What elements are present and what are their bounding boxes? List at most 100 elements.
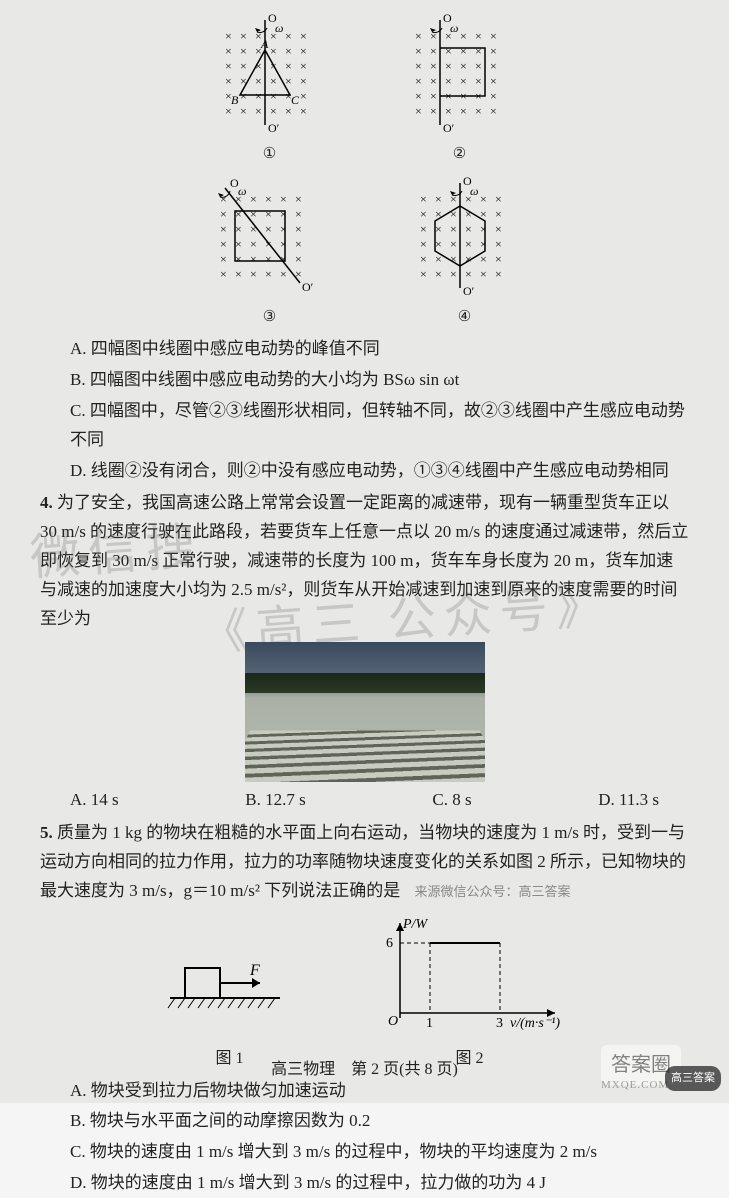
svg-text:O: O	[388, 1014, 398, 1029]
svg-text:×: ×	[255, 104, 262, 118]
q4-options: A. 14 s B. 12.7 s C. 8 s D. 11.3 s	[40, 786, 689, 815]
svg-text:×: ×	[220, 207, 227, 221]
svg-text:×: ×	[435, 237, 442, 251]
svg-text:×: ×	[285, 74, 292, 88]
svg-text:×: ×	[415, 74, 422, 88]
svg-text:×: ×	[250, 267, 257, 281]
svg-text:×: ×	[450, 237, 457, 251]
svg-text:×: ×	[280, 237, 287, 251]
svg-text:×: ×	[265, 222, 272, 236]
svg-text:×: ×	[490, 74, 497, 88]
svg-text:×: ×	[285, 59, 292, 73]
svg-text:×: ×	[490, 29, 497, 43]
svg-text:×: ×	[490, 104, 497, 118]
svg-text:1: 1	[426, 1016, 433, 1031]
svg-text:×: ×	[280, 192, 287, 206]
svg-text:×: ×	[295, 237, 302, 251]
q3-options: A. 四幅图中线圈中感应电动势的峰值不同 B. 四幅图中线圈中感应电动势的大小均…	[40, 335, 689, 485]
svg-text:×: ×	[255, 74, 262, 88]
diagram-row-2: ×××××× ×××××× ×××××× ×××××× ×××××× ×××××…	[40, 173, 689, 331]
svg-text:×: ×	[240, 89, 247, 103]
figure-2: P/W 6 1 3 O v/(m·s⁻¹) 图 2	[370, 913, 570, 1072]
svg-text:×: ×	[295, 207, 302, 221]
svg-text:×: ×	[300, 74, 307, 88]
svg-text:×: ×	[490, 89, 497, 103]
svg-text:×: ×	[265, 267, 272, 281]
svg-text:×: ×	[475, 59, 482, 73]
svg-text:×: ×	[235, 237, 242, 251]
svg-text:×: ×	[430, 74, 437, 88]
svg-text:ω: ω	[275, 21, 283, 35]
q5-options: A. 物块受到拉力后物块做匀加速运动 B. 物块与水平面之间的动摩擦因数为 0.…	[40, 1077, 689, 1198]
q3-option-a: A. 四幅图中线圈中感应电动势的峰值不同	[70, 335, 689, 364]
svg-text:×: ×	[495, 252, 502, 266]
q5-figures: F 图 1 P/W 6 1 3 O	[40, 913, 689, 1072]
svg-text:B: B	[231, 93, 239, 107]
svg-text:O′: O′	[463, 284, 475, 298]
speed-bump-photo	[245, 642, 485, 782]
svg-text:×: ×	[435, 222, 442, 236]
svg-text:×: ×	[270, 89, 277, 103]
diagram-3: ×××××× ×××××× ×××××× ×××××× ×××××× ×××××…	[200, 173, 340, 331]
svg-text:×: ×	[445, 104, 452, 118]
diagram-4: ×××××× ×××××× ×××××× ×××××× ×××××× ×××××…	[400, 173, 530, 331]
svg-text:F: F	[249, 962, 260, 979]
svg-text:×: ×	[220, 237, 227, 251]
svg-text:×: ×	[270, 104, 277, 118]
svg-text:C: C	[291, 93, 300, 107]
svg-text:×: ×	[465, 267, 472, 281]
diagram-1-label: ①	[263, 142, 276, 168]
svg-text:×: ×	[445, 74, 452, 88]
svg-text:×: ×	[450, 267, 457, 281]
svg-text:×: ×	[285, 44, 292, 58]
q4-option-c: C. 8 s	[432, 786, 471, 815]
svg-text:×: ×	[420, 252, 427, 266]
svg-text:×: ×	[475, 44, 482, 58]
q5-source: 来源微信公众号：高三答案	[414, 884, 570, 899]
svg-text:×: ×	[295, 222, 302, 236]
q3-option-b: B. 四幅图中线圈中感应电动势的大小均为 BSω sin ωt	[70, 366, 689, 395]
svg-text:×: ×	[415, 104, 422, 118]
q5-option-b: B. 物块与水平面之间的动摩擦因数为 0.2	[70, 1107, 689, 1136]
q4-option-d: D. 11.3 s	[598, 786, 659, 815]
q4: 4. 为了安全，我国高速公路上常常会设置一定距离的减速带，现有一辆重型货车正以 …	[40, 489, 689, 814]
q4-option-b: B. 12.7 s	[245, 786, 305, 815]
svg-text:×: ×	[220, 252, 227, 266]
svg-text:×: ×	[420, 207, 427, 221]
q4-option-a: A. 14 s	[70, 786, 119, 815]
svg-text:×: ×	[495, 192, 502, 206]
svg-text:×: ×	[235, 252, 242, 266]
svg-text:×: ×	[495, 267, 502, 281]
q5-text: 质量为 1 kg 的物块在粗糙的水平面上向右运动，当物块的速度为 1 m/s 时…	[40, 823, 686, 900]
svg-text:×: ×	[225, 44, 232, 58]
svg-text:×: ×	[430, 104, 437, 118]
svg-text:×: ×	[420, 222, 427, 236]
svg-text:×: ×	[280, 267, 287, 281]
svg-text:v/(m·s⁻¹): v/(m·s⁻¹)	[510, 1016, 560, 1031]
svg-text:3: 3	[496, 1016, 503, 1031]
svg-text:×: ×	[420, 267, 427, 281]
svg-text:×: ×	[250, 237, 257, 251]
q5-option-d: D. 物块的速度由 1 m/s 增大到 3 m/s 的过程中，拉力做的功为 4 …	[70, 1169, 689, 1198]
svg-text:×: ×	[475, 29, 482, 43]
svg-text:×: ×	[460, 29, 467, 43]
svg-text:×: ×	[460, 74, 467, 88]
svg-text:×: ×	[460, 59, 467, 73]
svg-text:×: ×	[240, 59, 247, 73]
q5-number: 5.	[40, 823, 53, 842]
q3-option-c: C. 四幅图中，尽管②③线圈形状相同，但转轴不同，故②③线圈中产生感应电动势不同	[70, 397, 689, 455]
svg-text:×: ×	[295, 252, 302, 266]
q5: 5. 质量为 1 kg 的物块在粗糙的水平面上向右运动，当物块的速度为 1 m/…	[40, 819, 689, 1198]
svg-text:×: ×	[415, 44, 422, 58]
svg-text:×: ×	[300, 104, 307, 118]
svg-text:×: ×	[270, 44, 277, 58]
svg-text:P/W: P/W	[402, 917, 428, 932]
svg-text:×: ×	[250, 192, 257, 206]
svg-text:×: ×	[420, 192, 427, 206]
svg-text:ω: ω	[470, 184, 478, 198]
svg-text:×: ×	[480, 222, 487, 236]
svg-text:×: ×	[490, 44, 497, 58]
svg-text:×: ×	[460, 104, 467, 118]
diagram-2: ×××××× ×××××× ×××××× ×××××× ×××××× ×××××…	[395, 10, 525, 168]
svg-text:O′: O′	[443, 121, 455, 135]
